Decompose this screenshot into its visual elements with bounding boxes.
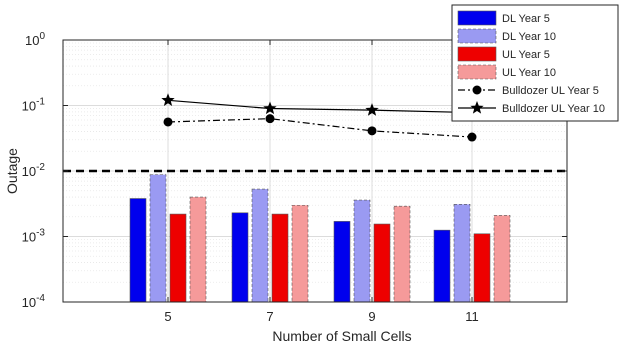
legend-label: UL Year 5	[502, 49, 550, 61]
legend-label: DL Year 10	[502, 31, 556, 43]
line-bulldozer-ul-year-10	[167, 99, 473, 114]
marker-bulldozer-ul-year-10	[263, 101, 277, 115]
legend-marker	[472, 85, 482, 95]
marker-bulldozer-ul-year-5	[163, 117, 173, 127]
bar-dl-year-10	[149, 174, 167, 303]
y-tick-label: 10-3	[22, 228, 46, 245]
bar-dl-year-10	[353, 199, 371, 303]
x-tick-label: 11	[465, 309, 479, 324]
legend-swatch	[457, 10, 497, 26]
x-tick-label: 9	[368, 309, 375, 324]
legend-swatch	[457, 64, 497, 80]
marker-bulldozer-ul-year-5	[265, 114, 275, 124]
legend-label: Bulldozer UL Year 10	[502, 103, 605, 115]
legend-label: Bulldozer UL Year 5	[502, 85, 599, 97]
legend-label: UL Year 10	[502, 67, 556, 79]
bar-ul-year-10	[393, 205, 411, 303]
x-tick-labels: 5 7 9 11	[164, 309, 478, 324]
y-axis-label: Outage	[4, 148, 20, 194]
bar-ul-year-10	[189, 196, 207, 303]
x-axis-label: Number of Small Cells	[272, 328, 411, 344]
legend: DL Year 5 DL Year 10 UL Year 5 UL Year 10 Bu…	[451, 4, 619, 122]
marker-bulldozer-ul-year-10	[365, 103, 379, 116]
bar-ul-year-5	[473, 233, 491, 303]
marker-bulldozer-ul-year-5	[467, 132, 477, 142]
marker-bulldozer-ul-year-5	[367, 126, 377, 136]
bar-dl-year-5	[333, 221, 351, 303]
marker-bulldozer-ul-year-10	[161, 93, 175, 106]
x-tick-label: 7	[266, 309, 273, 324]
bar-ul-year-10	[493, 215, 511, 303]
y-tick-label: 100	[25, 31, 45, 48]
bar-dl-year-5	[129, 198, 147, 303]
bar-ul-year-5	[271, 213, 289, 303]
line-bulldozer-ul-year-5	[167, 118, 473, 138]
y-tick-label: 10-2	[22, 162, 46, 179]
bar-ul-year-5	[373, 223, 391, 303]
bar-series-group	[129, 174, 511, 303]
bar-ul-year-10	[291, 204, 309, 303]
legend-marker	[470, 101, 484, 114]
bar-dl-year-5	[433, 229, 451, 303]
y-tick-label: 10-1	[22, 97, 46, 114]
legend-swatch	[457, 28, 497, 44]
bar-ul-year-5	[169, 213, 187, 303]
legend-label: DL Year 5	[502, 13, 550, 25]
axes	[62, 39, 568, 303]
x-tick-label: 5	[164, 309, 171, 324]
y-tick-labels: 10-4 10-3 10-2 10-1 100	[22, 31, 46, 310]
bar-dl-year-5	[231, 212, 249, 303]
bar-dl-year-10	[251, 188, 269, 303]
y-tick-label: 10-4	[22, 293, 46, 310]
bar-dl-year-10	[453, 204, 471, 303]
legend-swatch	[457, 46, 497, 62]
